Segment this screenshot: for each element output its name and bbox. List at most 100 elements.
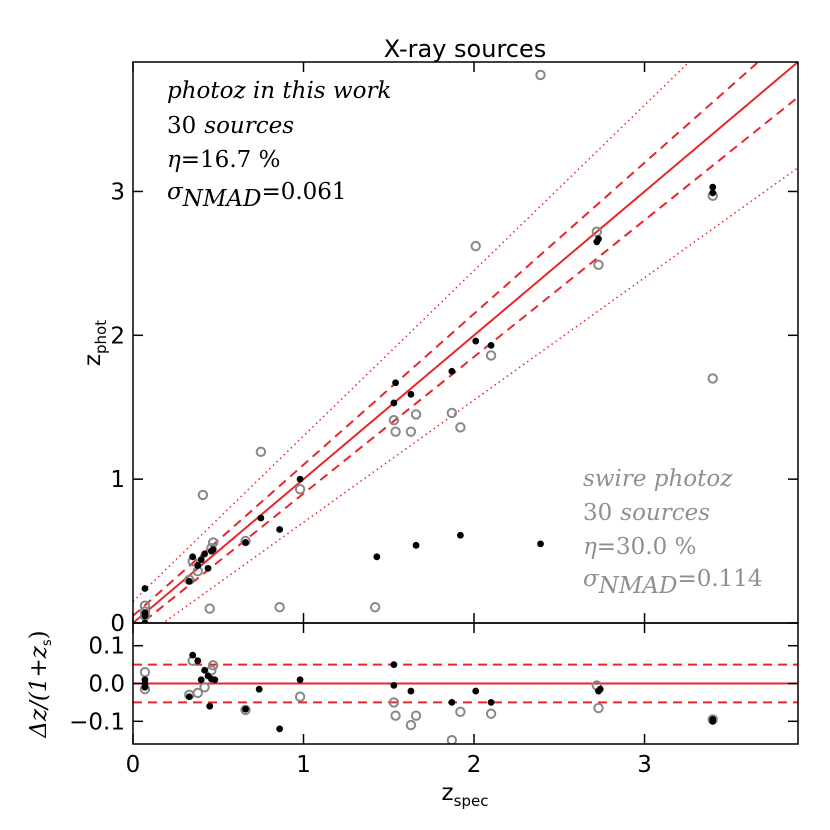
annotation-this-work-eta: η=16.7 % [167, 147, 280, 173]
residual-axis-label-sub: s [40, 639, 55, 646]
swire-point [591, 226, 602, 237]
this-work-residual-point [211, 676, 219, 684]
this-work-point [412, 541, 420, 549]
swire-point [455, 422, 466, 433]
eta-value: =30.0 % [597, 534, 697, 560]
this-work-point [242, 539, 249, 546]
lower-dotted-line [161, 167, 798, 623]
swire-residual-point [405, 719, 417, 731]
this-work-point [194, 562, 202, 569]
this-work-point [487, 341, 495, 349]
this-work-residual-point [390, 681, 398, 689]
swire-residual-point [388, 697, 400, 708]
this-work-point [197, 556, 205, 564]
residual-tick-label: 0.0 [88, 672, 125, 698]
this-work-residual-point [201, 666, 209, 674]
this-work-point [392, 379, 399, 387]
swire-point [446, 407, 458, 419]
eta-value: =16.7 % [181, 147, 281, 173]
swire-point [390, 426, 401, 437]
this-work-point [709, 189, 717, 197]
sigma-sub: NMAD [182, 186, 262, 212]
annotation-this-work-sigma: σNMAD=0.061 [167, 179, 347, 212]
this-work-residual-point [276, 725, 284, 733]
y-axis-label: zphot [80, 320, 110, 366]
y-axis-label-sub: phot [92, 320, 110, 354]
x-axis-label-main: z [442, 780, 454, 806]
swire-residual-point [139, 666, 151, 678]
swire-point [255, 446, 267, 458]
y-tick-label: 0 [110, 611, 125, 637]
swire-point [410, 409, 422, 420]
annotation-swire: swire photoz 30 sources η=30.0 % σNMAD=0.… [583, 466, 763, 599]
this-work-point [296, 475, 304, 483]
y-tick-label: 3 [110, 179, 125, 205]
residual-axis-label: Δz/(1+zs) [26, 630, 55, 738]
swire-residual-point [390, 710, 401, 721]
this-work-residual-point [185, 693, 193, 701]
this-work-residual-point [296, 676, 304, 684]
upper-dashed-line [133, 62, 760, 617]
residual-axis-label-main: Δz/(1+z [26, 645, 52, 738]
sigma-value: =0.114 [677, 566, 762, 592]
eta-symbol: η [167, 147, 181, 173]
this-work-point [141, 619, 149, 623]
swire-point [369, 601, 381, 613]
x-tick-label: 0 [126, 752, 141, 778]
this-work-point [276, 526, 284, 533]
annotation-swire-sources: sources [620, 500, 710, 526]
annotation-swire-sigma: σNMAD=0.114 [583, 566, 763, 599]
sigma-symbol: σ [167, 179, 184, 205]
this-work-residual-point [141, 676, 149, 684]
this-work-point [141, 612, 149, 620]
this-work-residual-point [407, 687, 415, 695]
swire-point [593, 259, 604, 271]
this-work-point [407, 390, 415, 398]
swire-point [388, 414, 400, 426]
swire-point [707, 373, 718, 384]
swire-residual-point [593, 702, 604, 714]
residual-reference-lines [133, 663, 798, 704]
annotation-this-work-line2: 30 sources [167, 113, 294, 139]
main-ticks: 0 1 2 3 [110, 62, 798, 637]
this-work-point [390, 399, 398, 407]
this-work-point [204, 564, 212, 572]
this-work-residual-point [487, 699, 495, 706]
this-work-point [373, 553, 381, 561]
residual-axis-label-close: ) [26, 630, 52, 639]
sigma-sub: NMAD [598, 573, 678, 599]
sigma-symbol: σ [583, 566, 600, 592]
this-work-residual-point [596, 685, 604, 693]
scatter-points [139, 69, 718, 623]
y-tick-label: 1 [110, 467, 125, 493]
this-work-point [201, 550, 209, 558]
x-axis-label-sub: spec [454, 792, 489, 810]
swire-residual-point [207, 660, 219, 671]
residual-ticks: 0.1 0.0 −0.10 1 2 3 [69, 623, 798, 778]
this-work-point [472, 337, 480, 345]
this-work-residual-point [709, 717, 717, 725]
annotation-swire-eta: η=30.0 % [583, 534, 696, 560]
annotation-swire-count: 30 [583, 500, 612, 526]
this-work-point [141, 585, 149, 592]
residual-tick-label: 0.1 [88, 634, 125, 660]
this-work-point [448, 367, 456, 375]
this-work-residual-point [194, 657, 202, 665]
swire-residual-point [455, 706, 466, 718]
this-work-point [189, 553, 197, 561]
swire-residual-point [485, 708, 497, 719]
this-work-point [537, 540, 544, 548]
swire-residual-point [294, 691, 306, 702]
y-axis-label-main: z [80, 354, 106, 366]
main-panel: 0 1 2 3 [110, 61, 799, 637]
swire-point [535, 69, 546, 81]
swire-point [294, 484, 306, 495]
sigma-value: =0.061 [261, 179, 346, 205]
y-tick-label: 2 [110, 323, 125, 349]
annotation-swire-line2: 30 sources [583, 500, 710, 526]
this-work-residual-point [189, 651, 197, 659]
lower-dashed-line [140, 96, 798, 623]
this-work-point [595, 235, 602, 243]
swire-residual-point [410, 710, 422, 721]
